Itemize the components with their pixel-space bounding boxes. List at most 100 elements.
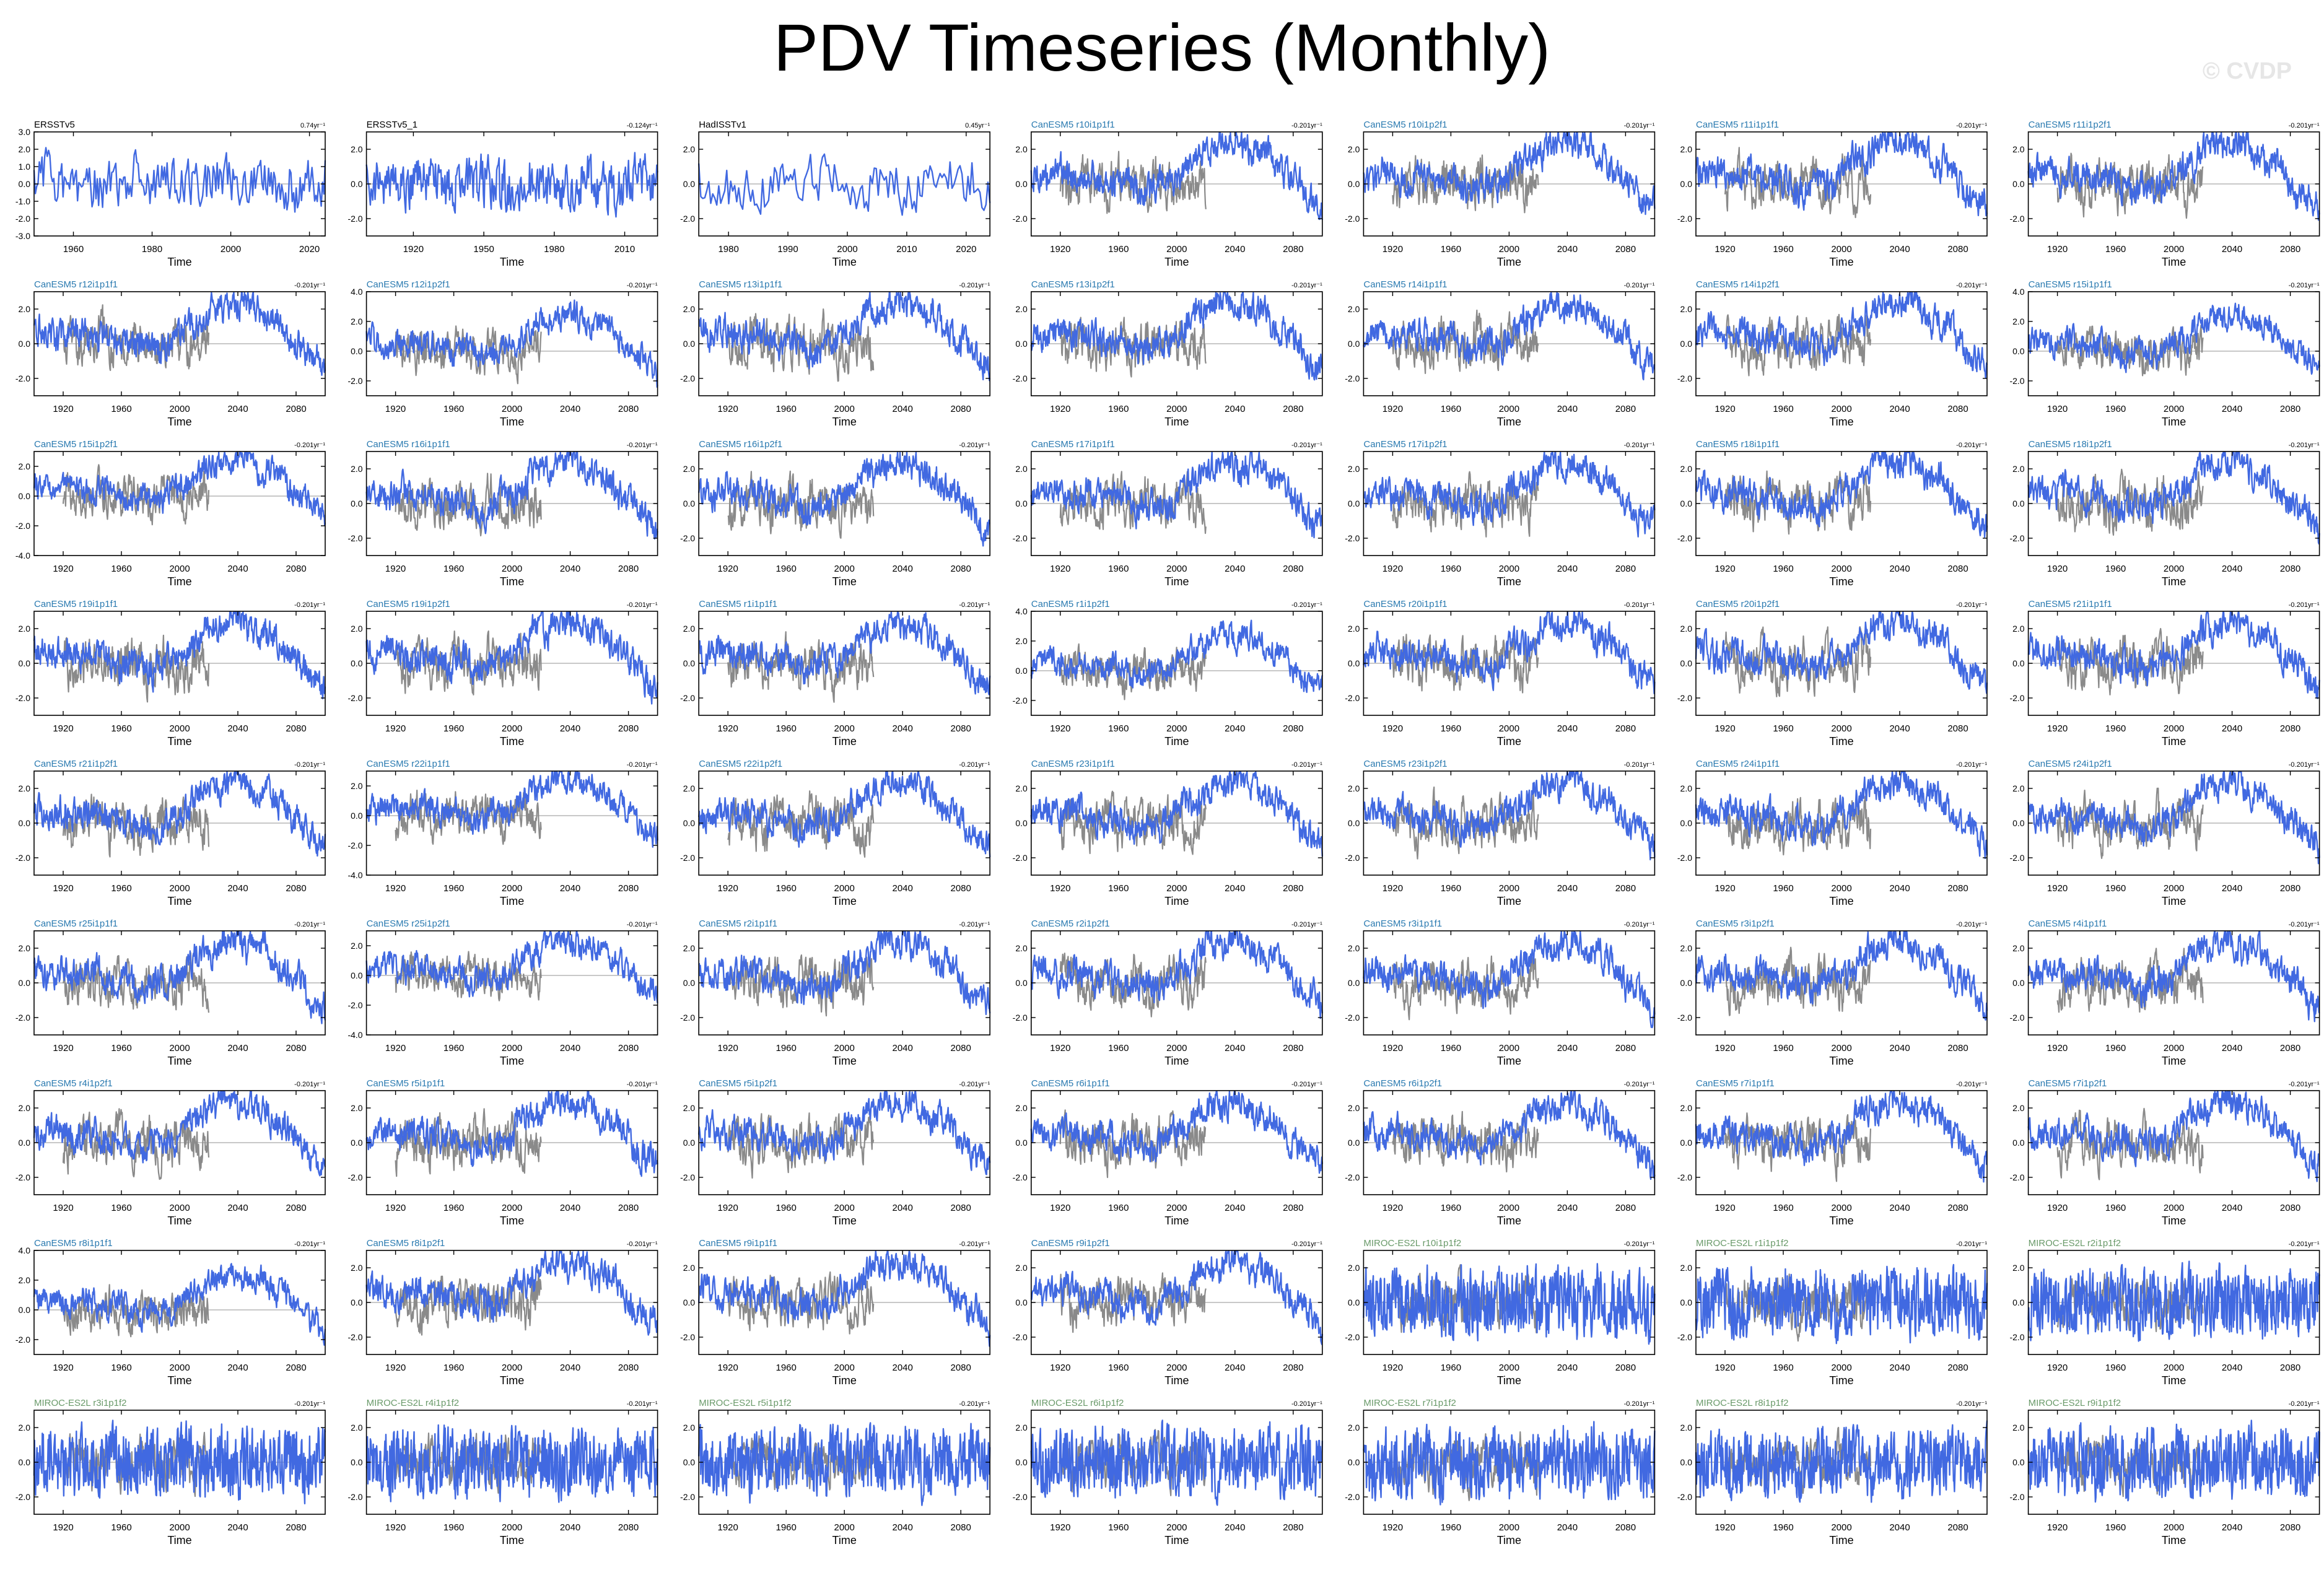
x-tick-label: 1960 [1441,1203,1461,1213]
trend-label: -0.201yr⁻¹ [2289,601,2320,609]
trend-label: -0.201yr⁻¹ [1624,1081,1655,1088]
model-series-line [1030,132,1323,220]
trend-label: -0.201yr⁻¹ [1291,282,1322,289]
trend-label: -0.201yr⁻¹ [294,601,325,609]
y-tick-label: -2.0 [15,214,30,224]
x-tick-label: 2040 [893,1522,913,1533]
x-tick-label: 1920 [1050,404,1070,414]
panel-45: 1920 1960 2000 2040 2080 -2.0 0.0 2.0 Time CanESM… [1013,1078,1323,1227]
x-axis-label: Time [167,1534,191,1546]
x-tick-label: 2040 [2222,883,2242,894]
x-tick-label: 1960 [1441,1522,1461,1533]
x-axis-label: Time [832,895,857,907]
y-tick-label: 0.0 [683,1457,696,1467]
x-tick-label: 2040 [893,723,913,734]
x-axis-label: Time [1164,1215,1189,1227]
panel-title: CanESM5 r16i1p2f1 [699,439,782,450]
x-tick-label: 1920 [385,1203,406,1213]
trend-label: -0.201yr⁻¹ [294,761,325,769]
x-axis-label: Time [500,575,524,588]
y-tick-label: -2.0 [15,693,30,703]
observed-series-line [727,1112,875,1179]
observed-series-line [1059,953,1207,1018]
x-tick-label: 2000 [834,404,855,414]
x-tick-label: 1920 [718,564,738,574]
x-tick-label: 2080 [1615,1043,1636,1053]
y-tick-label: -2.0 [680,1013,695,1023]
trend-label: -0.201yr⁻¹ [1624,761,1655,769]
x-tick-label: 2080 [286,723,306,734]
x-tick-label: 2000 [1166,723,1187,734]
x-tick-label: 2080 [1947,1043,1968,1053]
model-series-line [1030,1420,1323,1506]
y-tick-label: -2.0 [1013,1172,1028,1182]
observed-series-line [1724,470,1872,535]
trend-label: -0.201yr⁻¹ [1624,1241,1655,1248]
x-tick-label: 1920 [385,1522,406,1533]
model-series-line [2027,771,2320,865]
y-tick-label: -2.0 [680,853,695,863]
x-tick-label: 1980 [142,244,162,255]
panel-title: CanESM5 r10i1p1f1 [1031,120,1115,130]
model-series-line [1363,611,1656,694]
x-tick-label: 2080 [1947,564,1968,574]
x-tick-label: 1920 [385,564,406,574]
x-tick-label: 2000 [1499,404,1519,414]
y-tick-label: 4.0 [1015,606,1028,616]
y-tick-label: 0.0 [1348,1457,1360,1467]
panel-4: 1920 1960 2000 2040 2080 -2.0 0.0 2.0 Time CanESM… [1345,120,1656,268]
x-tick-label: 2080 [2280,564,2300,574]
x-tick-label: 2000 [834,1203,855,1213]
x-tick-label: 2080 [1615,1203,1636,1213]
x-tick-label: 1960 [1441,404,1461,414]
x-tick-label: 1920 [718,723,738,734]
panel-title: CanESM5 r13i1p1f1 [699,279,782,290]
x-tick-label: 2040 [560,723,580,734]
panel-title: CanESM5 r2i1p2f1 [1031,918,1110,929]
x-axis-label: Time [832,1534,857,1546]
y-tick-label: -2.0 [15,1335,30,1345]
x-tick-label: 2000 [502,1203,522,1213]
trend-label: -0.201yr⁻¹ [1291,1081,1322,1088]
x-tick-label: 2080 [951,1043,971,1053]
y-tick-label: 2.0 [1348,464,1360,474]
x-tick-label: 2080 [286,564,306,574]
panel-title: MIROC-ES2L r10i1p1f2 [1363,1238,1461,1249]
x-tick-label: 1960 [776,404,797,414]
y-tick-label: 2.0 [1680,144,1693,154]
x-tick-label: 2080 [951,883,971,894]
y-tick-label: 2.0 [1015,304,1028,314]
x-tick-label: 2080 [1283,1522,1303,1533]
x-tick-label: 2040 [227,723,248,734]
x-tick-label: 1960 [1441,1043,1461,1053]
x-tick-label: 1920 [2047,1363,2068,1373]
x-tick-label: 1960 [776,883,797,894]
y-tick-label: 0.0 [1680,658,1693,668]
x-tick-label: 2080 [618,1522,639,1533]
x-tick-label: 1960 [2105,1203,2126,1213]
y-tick-label: -2.0 [1345,1172,1360,1182]
x-tick-label: 1920 [1715,564,1735,574]
x-tick-label: 2040 [893,404,913,414]
x-axis-label: Time [1164,735,1189,748]
y-tick-label: -2.0 [1345,1492,1360,1502]
y-tick-label: 2.0 [351,781,363,791]
y-tick-label: -2.0 [1677,1492,1692,1502]
y-tick-label: 0.0 [683,818,696,828]
trend-label: -0.201yr⁻¹ [627,1241,658,1248]
x-axis-label: Time [500,735,524,748]
model-series-line [33,147,326,213]
panel-title: CanESM5 r14i1p2f1 [1696,279,1780,290]
trend-label: -0.201yr⁻¹ [294,921,325,928]
panel-41: 1920 1960 2000 2040 2080 -2.0 0.0 2.0 Time CanESM… [2009,918,2320,1067]
x-axis-label: Time [1497,575,1521,588]
y-tick-label: 1.0 [19,162,31,172]
x-tick-label: 2080 [1283,723,1303,734]
x-axis-label: Time [500,1215,524,1227]
x-tick-label: 2020 [956,244,976,255]
x-tick-label: 2000 [1831,404,1851,414]
x-axis-label: Time [2162,1215,2186,1227]
y-tick-label: 0.0 [683,978,696,988]
y-tick-label: 0.0 [351,179,363,189]
